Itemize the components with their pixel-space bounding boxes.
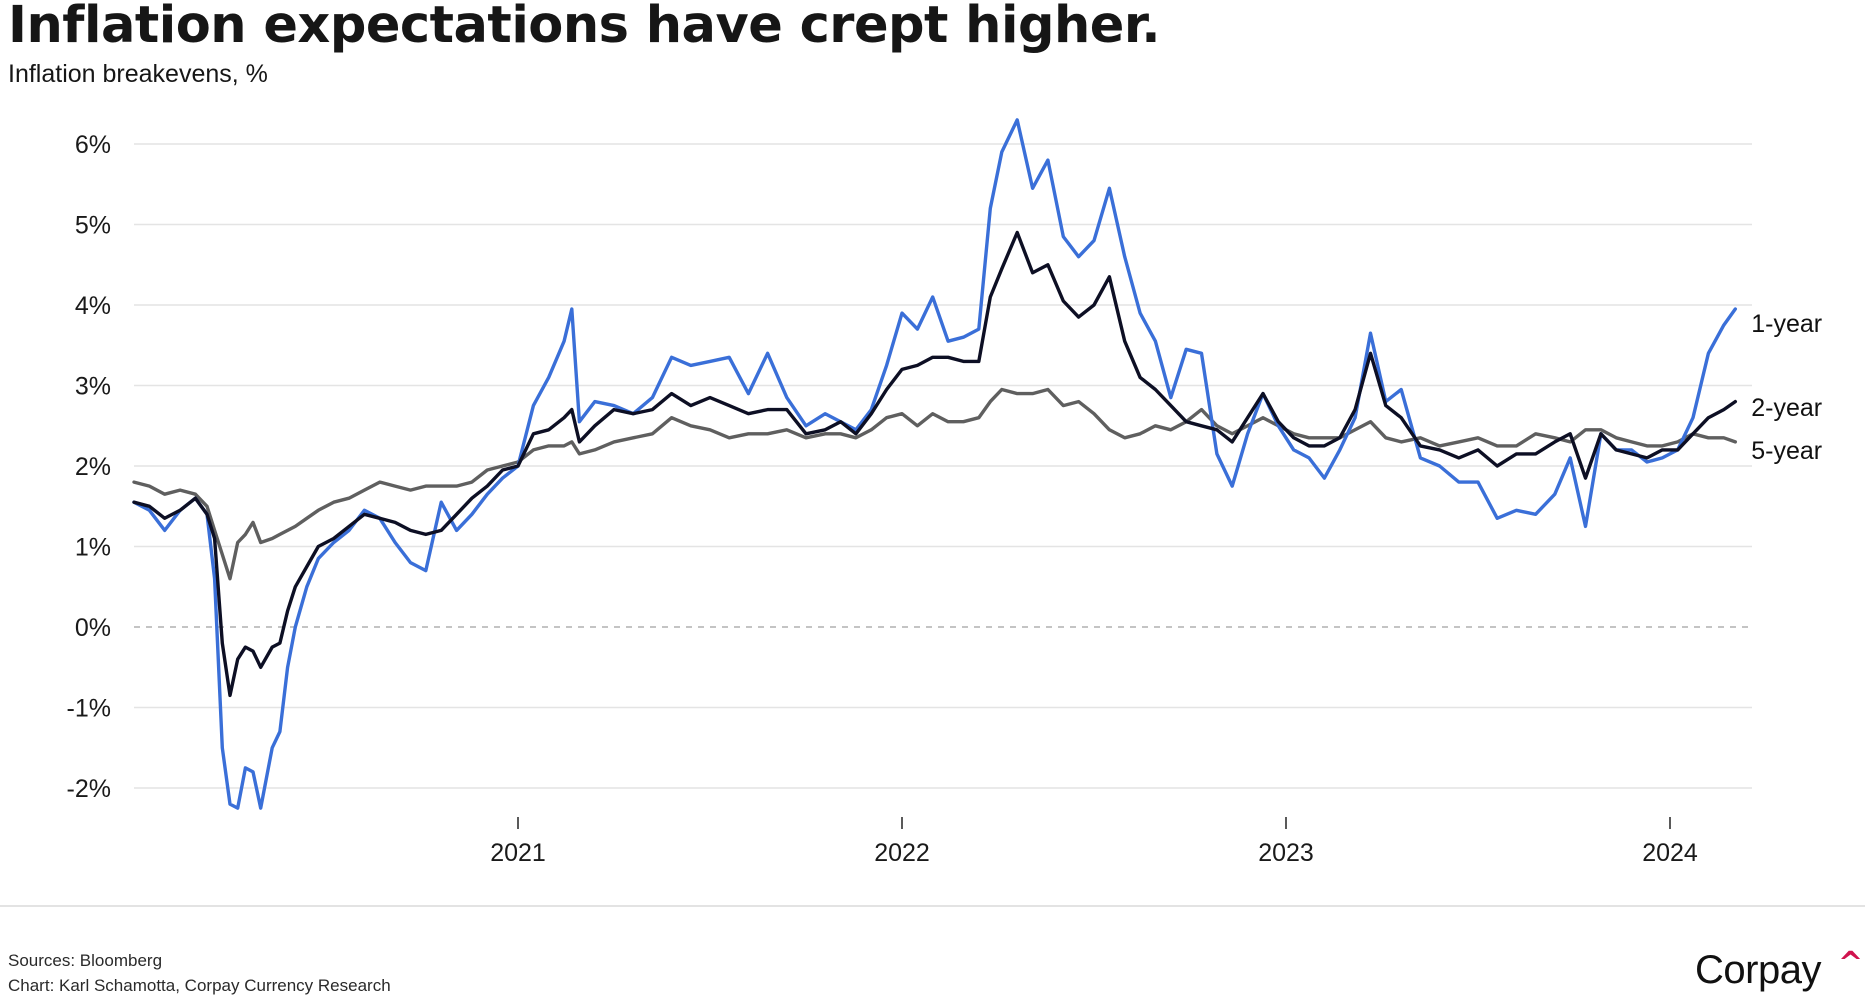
y-tick-label: 5% xyxy=(75,212,111,240)
chart-subtitle: Inflation breakevens, % xyxy=(8,60,268,88)
series-label-2-year: 2-year xyxy=(1751,394,1822,422)
line-chart: 6% 5% 4% 3% 2% 1% 0% -1% -2% 2021 2022 2023 2024 1-… xyxy=(67,118,1822,867)
x-tick-label: 2021 xyxy=(490,839,546,867)
series-line-1-year xyxy=(132,118,1738,810)
series-line-5-year xyxy=(132,387,1738,581)
y-tick-label: 6% xyxy=(75,131,111,159)
gridlines xyxy=(134,143,1752,789)
y-tick-label: -1% xyxy=(67,695,111,723)
series-line-2-year xyxy=(132,230,1738,698)
chart-title: Inflation expectations have crept higher… xyxy=(8,0,1161,55)
series-end-labels: 1-year 2-year 5-year xyxy=(1751,310,1822,465)
y-tick-label: 2% xyxy=(75,453,111,481)
y-tick-label: 0% xyxy=(75,614,111,642)
corpay-logo-caret-icon: ^ xyxy=(1838,946,1864,981)
x-tick-label: 2023 xyxy=(1258,839,1314,867)
y-tick-label: 3% xyxy=(75,373,111,401)
x-axis: 2021 2022 2023 2024 xyxy=(490,817,1698,867)
y-tick-label: 1% xyxy=(75,534,111,562)
series-lines xyxy=(132,118,1738,810)
sources-note: Sources: Bloomberg xyxy=(8,951,163,970)
chart-credit: Chart: Karl Schamotta, Corpay Currency R… xyxy=(8,976,391,995)
x-tick-label: 2022 xyxy=(874,839,930,867)
corpay-logo: Corpay xyxy=(1695,948,1821,992)
x-tick-label: 2024 xyxy=(1642,839,1698,867)
y-tick-label: -2% xyxy=(67,775,111,803)
footer-divider xyxy=(0,905,1865,907)
series-label-1-year: 1-year xyxy=(1751,310,1822,338)
y-axis: 6% 5% 4% 3% 2% 1% 0% -1% -2% xyxy=(67,131,111,803)
y-tick-label: 4% xyxy=(75,292,111,320)
series-label-5-year: 5-year xyxy=(1751,437,1822,465)
